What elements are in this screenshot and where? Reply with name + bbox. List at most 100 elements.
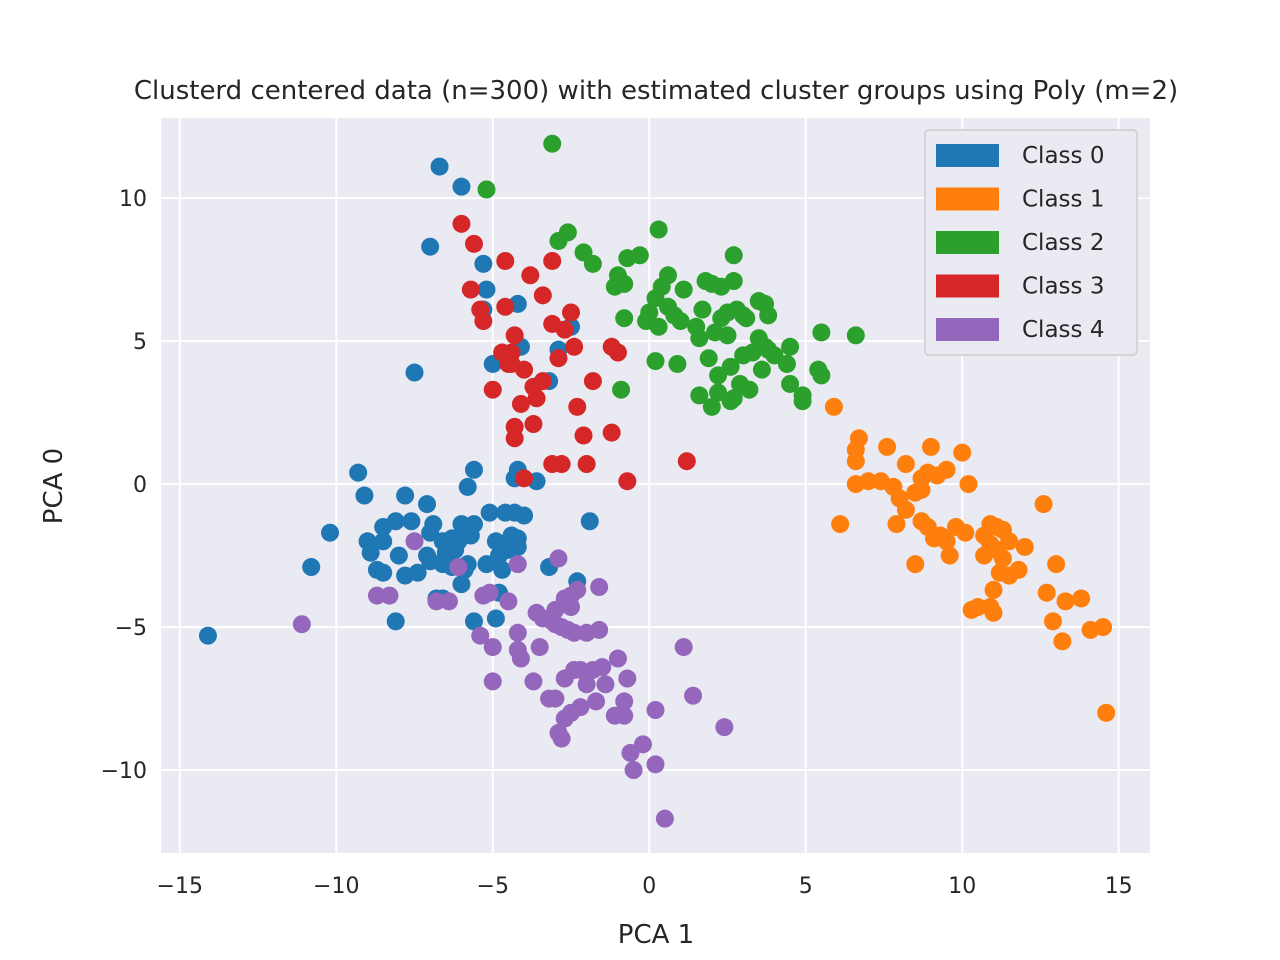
data-point [430, 157, 449, 176]
data-point [449, 558, 468, 577]
data-point [439, 592, 458, 611]
data-point [561, 598, 580, 617]
data-point [724, 246, 743, 265]
data-point [496, 297, 515, 316]
y-tick-label: −5 [115, 616, 147, 641]
data-point [577, 675, 596, 694]
data-point [649, 317, 668, 336]
data-point [549, 349, 568, 368]
data-point [734, 306, 753, 325]
data-point [718, 326, 737, 345]
data-point [1097, 703, 1116, 722]
data-point [702, 397, 721, 416]
data-point [896, 500, 915, 519]
data-point [953, 443, 972, 462]
data-point [477, 280, 496, 299]
data-point [452, 575, 471, 594]
data-point [646, 701, 665, 720]
x-tick-label: −10 [313, 874, 359, 899]
data-point [396, 486, 415, 505]
data-point [452, 177, 471, 196]
data-point [583, 372, 602, 391]
data-point [349, 463, 368, 482]
data-point [956, 523, 975, 542]
x-tick-label: −5 [477, 874, 509, 899]
data-point [677, 452, 696, 471]
legend-label: Class 2 [1022, 230, 1104, 256]
data-point [508, 623, 527, 642]
data-point [389, 546, 408, 565]
x-tick-label: −15 [157, 874, 203, 899]
data-point [464, 612, 483, 631]
data-point [984, 603, 1003, 622]
data-point [427, 592, 446, 611]
data-point [715, 718, 734, 737]
data-point [552, 618, 571, 637]
data-point [587, 692, 606, 711]
data-point [549, 549, 568, 568]
data-point [477, 180, 496, 199]
series-0 [198, 157, 599, 645]
data-point [831, 515, 850, 534]
data-point [505, 326, 524, 345]
data-point [580, 512, 599, 531]
data-point [975, 546, 994, 565]
data-point [483, 672, 502, 691]
data-point [583, 254, 602, 273]
legend-swatch [936, 144, 999, 167]
data-point [690, 386, 709, 405]
data-point [993, 549, 1012, 568]
data-point [577, 623, 596, 642]
data-point [846, 326, 865, 345]
data-point [461, 280, 480, 299]
y-tick-label: −10 [101, 759, 147, 784]
data-point [292, 615, 311, 634]
data-point [906, 555, 925, 574]
data-point [674, 280, 693, 299]
legend-label: Class 0 [1022, 143, 1104, 169]
data-point [493, 560, 512, 579]
data-point [524, 672, 543, 691]
data-point [396, 566, 415, 585]
data-point [552, 729, 571, 748]
data-point [793, 392, 812, 411]
data-point [480, 503, 499, 522]
data-point [1094, 618, 1113, 637]
y-tick-label: 10 [119, 187, 147, 212]
data-point [515, 506, 534, 525]
data-point [555, 320, 574, 339]
data-point [846, 452, 865, 471]
x-tick-label: 0 [642, 874, 656, 899]
data-point [402, 512, 421, 531]
data-point [959, 475, 978, 494]
data-point [1043, 612, 1062, 631]
data-point [374, 563, 393, 582]
data-point [615, 692, 634, 711]
data-point [781, 337, 800, 356]
data-point [615, 706, 634, 725]
x-tick-label: 5 [799, 874, 813, 899]
data-point [524, 415, 543, 434]
data-point [699, 349, 718, 368]
legend-label: Class 1 [1022, 187, 1104, 213]
data-point [421, 237, 440, 256]
data-point [524, 377, 543, 396]
data-point [674, 638, 693, 657]
data-point [515, 469, 534, 488]
data-point [608, 649, 627, 668]
data-point [496, 251, 515, 270]
data-point [499, 354, 518, 373]
data-point [446, 540, 465, 559]
data-point [887, 515, 906, 534]
data-point [618, 669, 637, 688]
data-point [693, 300, 712, 319]
data-point [812, 366, 831, 385]
data-point [633, 735, 652, 754]
data-point [577, 455, 596, 474]
data-point [418, 495, 437, 514]
data-point [452, 214, 471, 233]
data-point [380, 586, 399, 605]
data-point [937, 460, 956, 479]
legend-swatch [936, 187, 999, 211]
